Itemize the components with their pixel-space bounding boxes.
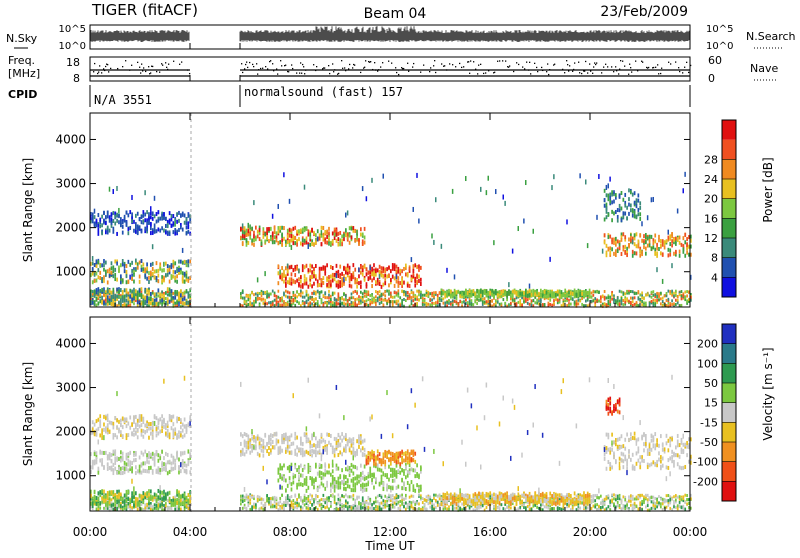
colorbar-tick-label: 20 xyxy=(704,193,718,206)
power-ylabel: Slant Range [km] xyxy=(21,158,35,262)
colorbar-segment xyxy=(722,199,736,219)
colorbar-tick-label: -200 xyxy=(693,475,718,488)
colorbar-segment xyxy=(722,179,736,199)
y-tick-label: 4000 xyxy=(55,336,86,350)
velocity-colorbar: 200 100 50 15 -15 -50 -100 -200 xyxy=(693,324,736,501)
velocity-y-ticks: 1000 2000 3000 4000 xyxy=(55,336,690,482)
cpid-program-1: N/A 3551 xyxy=(94,93,152,107)
nave-tick-top: 60 xyxy=(708,54,722,67)
colorbar-segment xyxy=(722,258,736,278)
colorbar-tick-label: 8 xyxy=(711,252,718,265)
power-colorbar-label: Power [dB] xyxy=(761,157,775,222)
date-label: 23/Feb/2009 xyxy=(600,4,688,20)
colorbar-tick-label: 4 xyxy=(711,271,718,284)
beam-label: Beam 04 xyxy=(364,6,427,22)
colorbar-segment xyxy=(722,344,736,364)
velocity-panel: 1000 2000 3000 4000 Slant Range [km] 200 100… xyxy=(21,317,775,512)
nsky-trace xyxy=(90,26,690,49)
nsearch-label: N.Search xyxy=(746,30,796,43)
y-tick-label: 1000 xyxy=(55,469,86,483)
cpid-label: CPID xyxy=(8,88,37,101)
velocity-colorbar-label: Velocity [m s⁻¹] xyxy=(761,347,775,440)
nsky-tick-bottom-left: 10^0 xyxy=(59,41,86,52)
nsky-tick-top-right: 10^5 xyxy=(706,24,733,35)
colorbar-tick-label: 100 xyxy=(697,357,718,370)
nave-tick-bottom: 0 xyxy=(708,72,715,85)
colorbar-segment xyxy=(722,159,736,179)
freq-frame xyxy=(90,57,690,81)
y-tick-label: 3000 xyxy=(55,177,86,191)
freq-trace xyxy=(90,60,691,81)
x-tick-label: 16:00 xyxy=(473,525,508,539)
power-scatter xyxy=(90,113,692,308)
colorbar-segment xyxy=(722,140,736,160)
title: TIGER (fitACF) xyxy=(91,1,198,19)
colorbar-tick-label: 28 xyxy=(704,153,718,166)
colorbar-tick-label: 50 xyxy=(704,377,718,390)
colorbar-segment xyxy=(722,403,736,423)
colorbar-tick-label: 12 xyxy=(704,232,718,245)
nsky-strip: N.Sky 10^5 10^0 10^5 10^0 N.Search xyxy=(6,24,796,52)
power-colorbar: 4 8 12 16 20 24 28 xyxy=(704,120,736,297)
freq-strip: Freq. [MHz] 18 8 60 0 Nave xyxy=(8,54,778,85)
colorbar-segment xyxy=(722,277,736,297)
colorbar-segment xyxy=(722,383,736,403)
nsky-tick-bottom-right: 10^0 xyxy=(706,41,733,52)
colorbar-segment xyxy=(722,422,736,442)
nsky-tick-top-left: 10^5 xyxy=(59,24,86,35)
colorbar-segment xyxy=(722,324,736,344)
cpid-strip: CPID N/A 3551 normalsound (fast) 157 xyxy=(8,85,690,107)
colorbar-segment xyxy=(722,462,736,482)
colorbar-tick-label: -15 xyxy=(700,416,718,429)
colorbar-segment xyxy=(722,481,736,501)
y-tick-label: 1000 xyxy=(55,265,86,279)
nsky-label: N.Sky xyxy=(6,32,38,45)
freq-label-line2: [MHz] xyxy=(8,67,40,80)
x-tick-label: 20:00 xyxy=(573,525,608,539)
freq-tick-top: 18 xyxy=(66,56,80,69)
velocity-scatter xyxy=(90,317,692,512)
colorbar-segment xyxy=(722,120,736,140)
velocity-ylabel: Slant Range [km] xyxy=(21,362,35,466)
colorbar-segment xyxy=(722,238,736,258)
x-tick-label: 04:00 xyxy=(173,525,208,539)
freq-tick-bottom: 8 xyxy=(73,72,80,85)
colorbar-tick-label: 15 xyxy=(704,397,718,410)
nave-label: Nave xyxy=(750,62,778,75)
x-tick-label: 00:00 xyxy=(73,525,108,539)
freq-label-line1: Freq. xyxy=(8,54,35,67)
colorbar-segment xyxy=(722,218,736,238)
y-tick-label: 4000 xyxy=(55,132,86,146)
colorbar-segment xyxy=(722,363,736,383)
colorbar-tick-label: -50 xyxy=(700,436,718,449)
colorbar-tick-label: 16 xyxy=(704,212,718,225)
x-axis-label: Time UT xyxy=(364,539,415,553)
x-tick-label: 12:00 xyxy=(373,525,408,539)
x-tick-label: 00:00 xyxy=(673,525,708,539)
colorbar-tick-label: 24 xyxy=(704,173,718,186)
y-tick-label: 3000 xyxy=(55,381,86,395)
x-tick-label: 08:00 xyxy=(273,525,308,539)
colorbar-tick-label: -100 xyxy=(693,456,718,469)
colorbar-segment xyxy=(722,442,736,462)
y-tick-label: 2000 xyxy=(55,221,86,235)
power-panel: 1000 2000 3000 4000 Slant Range [km] 4 8 12 16… xyxy=(21,113,775,308)
y-tick-label: 2000 xyxy=(55,425,86,439)
cpid-program-2: normalsound (fast) 157 xyxy=(244,85,403,99)
colorbar-tick-label: 200 xyxy=(697,338,718,351)
velocity-frame xyxy=(90,317,690,511)
power-y-ticks: 1000 2000 3000 4000 xyxy=(55,132,690,278)
